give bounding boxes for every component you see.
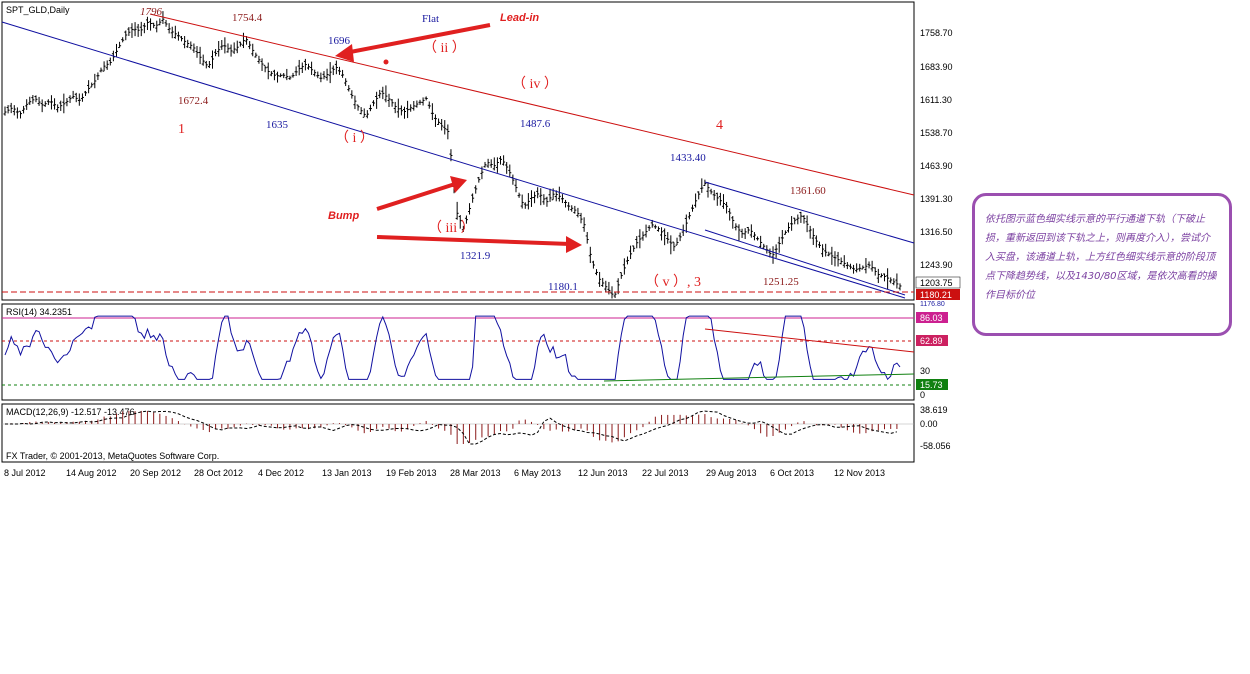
overlap-price-label: 1176.80 xyxy=(920,301,945,308)
rsi-level-high-badge: 86.03 xyxy=(920,313,943,323)
support-price-badge: 1180.21 xyxy=(920,290,952,300)
label-1321: 1321.9 xyxy=(460,250,491,262)
date-tick: 4 Dec 2012 xyxy=(258,468,304,478)
price-tick: 1538.70 xyxy=(920,128,953,138)
date-tick: 20 Sep 2012 xyxy=(130,468,181,478)
label-bump: Bump xyxy=(328,210,359,222)
label-lead-in: Lead-in xyxy=(500,12,539,24)
wave-1: 1 xyxy=(178,122,185,137)
date-tick: 28 Mar 2013 xyxy=(450,468,501,478)
date-axis: 8 Jul 2012 14 Aug 2012 20 Sep 2012 28 Oc… xyxy=(4,468,885,478)
price-tick: 1683.90 xyxy=(920,62,953,72)
wave-iii: （ iii ） xyxy=(428,220,475,236)
date-tick: 12 Jun 2013 xyxy=(578,468,628,478)
rsi-title: RSI(14) 34.2351 xyxy=(6,307,72,317)
macd-axis-zero: 0.00 xyxy=(920,419,938,429)
label-1635: 1635 xyxy=(266,119,289,131)
rsi-trend-green xyxy=(603,373,915,382)
label-1796: 1796 xyxy=(140,6,163,18)
macd-axis-high: 38.619 xyxy=(920,405,948,415)
label-1672: 1672.4 xyxy=(178,95,209,107)
date-tick: 8 Jul 2012 xyxy=(4,468,46,478)
label-1251: 1251.25 xyxy=(763,276,799,288)
label-1696: 1696 xyxy=(328,35,351,47)
date-tick: 6 May 2013 xyxy=(514,468,561,478)
price-tick: 1758.70 xyxy=(920,28,953,38)
label-1487: 1487.6 xyxy=(520,118,551,130)
strategy-note: 依托图示蓝色细实线示意的平行通道下轨（下破止损，重新返回到该下轨之上，则再度介入… xyxy=(972,193,1232,336)
date-tick: 29 Aug 2013 xyxy=(706,468,757,478)
channel-inner-lower xyxy=(704,229,906,296)
rsi-level-30: 30 xyxy=(920,366,930,376)
channel-inner-upper xyxy=(704,181,915,244)
wave-ii: （ ii ） xyxy=(423,40,466,56)
rsi-level-0: 0 xyxy=(920,390,925,400)
macd-title: MACD(12,26,9) -12.517 -13.476 xyxy=(6,407,135,417)
rsi-panel xyxy=(1,303,915,401)
bump-arrow xyxy=(376,176,467,211)
price-panel xyxy=(1,1,915,301)
price-tick: 1243.90 xyxy=(920,260,953,270)
wave-4: 4 xyxy=(716,118,723,133)
rsi-level-low-badge: 15.73 xyxy=(920,380,943,390)
macd-signal-line xyxy=(5,410,898,445)
rsi-trend-red xyxy=(704,328,915,353)
price-tick: 1463.90 xyxy=(920,161,953,171)
date-tick: 19 Feb 2013 xyxy=(386,468,437,478)
label-1754: 1754.4 xyxy=(232,12,263,24)
date-tick: 6 Oct 2013 xyxy=(770,468,814,478)
date-tick: 28 Oct 2012 xyxy=(194,468,243,478)
rsi-level-mid-badge: 62.89 xyxy=(920,336,943,346)
price-tick: 1611.30 xyxy=(920,95,952,105)
label-flat: Flat xyxy=(422,13,439,25)
price-axis: 1758.70 1683.90 1611.30 1538.70 1463.90 … xyxy=(915,28,961,308)
macd-axis-low: -58.056 xyxy=(920,441,951,451)
label-1180: 1180.1 xyxy=(548,281,578,293)
iii-arrow xyxy=(376,235,582,253)
wave-v-3: （ v ）, 3 xyxy=(645,274,701,290)
rsi-line xyxy=(4,315,901,381)
date-tick: 13 Jan 2013 xyxy=(322,468,372,478)
wave-i: （ i ） xyxy=(335,130,374,146)
date-tick: 14 Aug 2012 xyxy=(66,468,117,478)
date-tick: 22 Jul 2013 xyxy=(642,468,689,478)
price-bars xyxy=(3,11,902,299)
current-price-badge: 1203.75 xyxy=(920,278,953,288)
chart-title: SPT_GLD,Daily xyxy=(6,5,70,15)
marker-dot xyxy=(383,59,389,65)
date-tick: 12 Nov 2013 xyxy=(834,468,885,478)
label-1361: 1361.60 xyxy=(790,185,826,197)
label-1433: 1433.40 xyxy=(670,152,706,164)
wave-iv: （ iv ） xyxy=(512,76,558,92)
channel-lower-line xyxy=(1,21,906,299)
lead-in-arrow xyxy=(335,23,491,62)
price-tick: 1316.50 xyxy=(920,227,953,237)
channel-upper-line xyxy=(149,13,915,196)
footer-copyright: FX Trader, © 2001-2013, MetaQuotes Softw… xyxy=(6,451,219,461)
price-tick: 1391.30 xyxy=(920,194,953,204)
